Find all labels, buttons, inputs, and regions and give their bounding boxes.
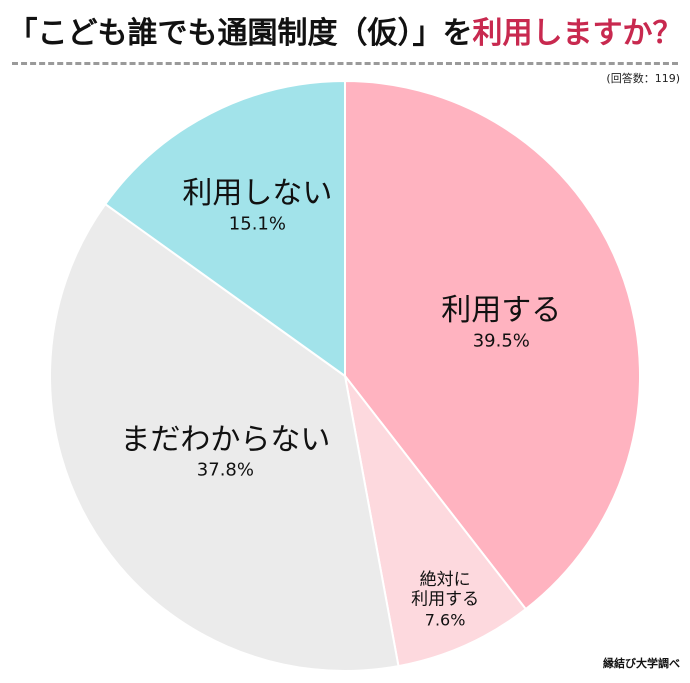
source-credit: 縁結び大学調べ	[603, 657, 680, 670]
slice-value-label: 39.5%	[473, 330, 530, 351]
slice-label: 利用する	[411, 589, 479, 609]
slice-value-label: 15.1%	[229, 213, 286, 234]
title-prefix: 「こども誰でも通園制度（仮）」を	[7, 16, 473, 51]
pie-slice	[49, 202, 400, 672]
slice-value-label: 7.6%	[425, 610, 466, 629]
pie-slice	[103, 79, 346, 378]
pie-slice	[344, 375, 528, 668]
slice-value-label: 37.8%	[197, 460, 254, 481]
slice-label: 絶対に	[420, 570, 471, 590]
pie-labels: 利用する39.5%絶対に利用する7.6%まだわからない37.8%利用しない15.…	[120, 176, 561, 630]
pie-slices	[49, 79, 642, 672]
respondent-count: (回答数：119)	[606, 72, 680, 85]
dashed-divider	[12, 62, 678, 65]
slice-label: 利用しない	[182, 176, 332, 211]
chart-title: 「こども誰でも通園制度（仮）」を利用しますか？	[0, 8, 690, 52]
slice-label: まだわからない	[120, 422, 330, 457]
slice-label: 利用する	[441, 293, 561, 328]
title-accent: 利用しますか？	[472, 16, 683, 51]
pie-slice	[344, 79, 642, 611]
